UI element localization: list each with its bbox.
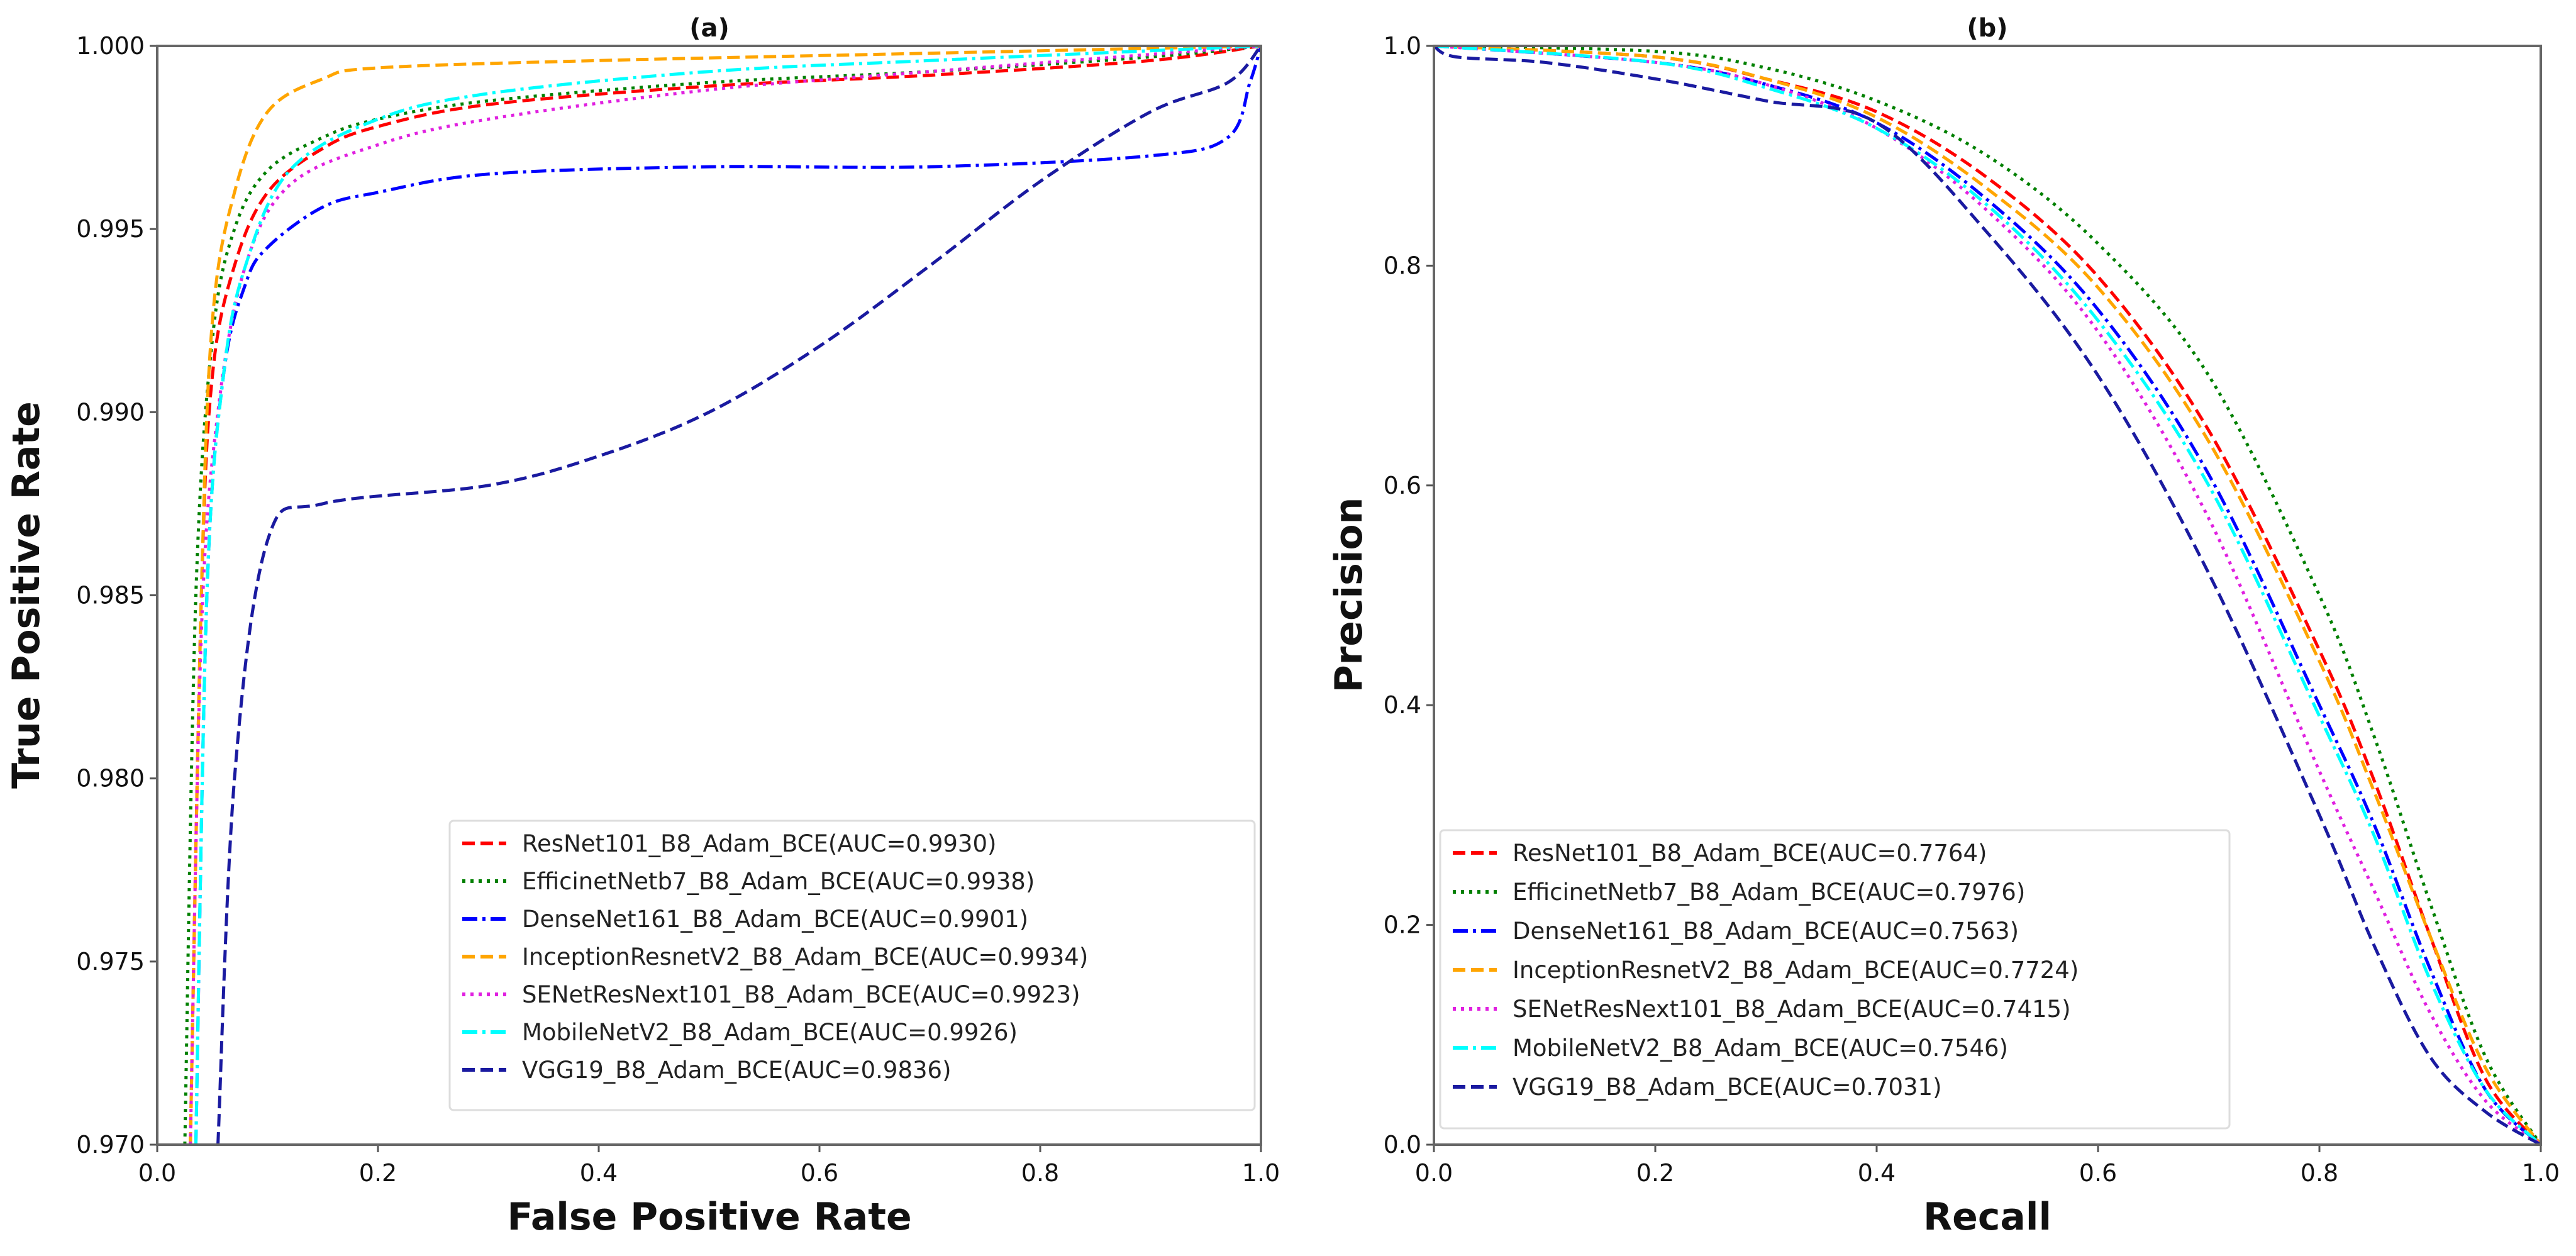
pr-panel: (b) Recall Precision 0.0 0.2 0.4 0.6 0.8 1.0 0… (1327, 14, 2560, 1239)
x-tick-label: 1.0 (1242, 1159, 1280, 1187)
legend-label: SENetResNext101_B8_Adam_BCE(AUC=0.7415) (1513, 996, 2071, 1023)
y-tick-label: 1.0 (1384, 32, 1421, 60)
roc-y-label: True Positive Rate (4, 401, 48, 789)
series-lines (183, 46, 1261, 1145)
legend-label: ResNet101_B8_Adam_BCE(AUC=0.7764) (1513, 840, 1987, 867)
y-tick-label: 0.980 (76, 765, 145, 792)
legend-label: EfficinetNetb7_B8_Adam_BCE(AUC=0.9938) (522, 868, 1035, 895)
legend-label: DenseNet161_B8_Adam_BCE(AUC=0.7563) (1513, 918, 2019, 945)
legend: ResNet101_B8_Adam_BCE(AUC=0.9930) Efficin… (448, 820, 1256, 1111)
y-tick-label: 0.995 (76, 215, 145, 243)
legend-label: InceptionResnetV2_B8_Adam_BCE(AUC=0.7724… (1513, 957, 2079, 984)
legend-label: SENetResNext101_B8_Adam_BCE(AUC=0.9923) (522, 981, 1080, 1008)
legend-label: DenseNet161_B8_Adam_BCE(AUC=0.9901) (522, 906, 1028, 933)
series-line-4 (189, 46, 1261, 1145)
legend-label: EfficinetNetb7_B8_Adam_BCE(AUC=0.7976) (1513, 879, 2025, 906)
series-line-3 (1434, 46, 2541, 1145)
x-tick-label: 0.6 (2079, 1159, 2117, 1187)
pr-title: (b) (1967, 14, 2007, 43)
series-line-1 (1434, 46, 2541, 1145)
x-tick-label: 0.6 (801, 1159, 838, 1187)
series-line-6 (216, 46, 1261, 1145)
legend-label: MobileNetV2_B8_Adam_BCE(AUC=0.7546) (1513, 1035, 2008, 1062)
y-tick-label: 0.970 (76, 1131, 145, 1159)
y-tick-label: 0.985 (76, 582, 145, 609)
series-line-4 (1434, 46, 2541, 1145)
legend-label: VGG19_B8_Adam_BCE(AUC=0.9836) (522, 1057, 952, 1084)
legend-label: InceptionResnetV2_B8_Adam_BCE(AUC=0.9934… (522, 943, 1088, 970)
legend: ResNet101_B8_Adam_BCE(AUC=0.7764) Efficin… (1439, 829, 2231, 1130)
roc-x-label: False Positive Rate (507, 1195, 911, 1239)
y-tick-label: 0.990 (76, 398, 145, 426)
x-tick-label: 0.4 (1858, 1159, 1896, 1187)
series-lines (1434, 46, 2541, 1145)
x-tick-label: 0.2 (359, 1159, 397, 1187)
roc-title: (a) (689, 14, 730, 43)
pr-x-label: Recall (1923, 1195, 2051, 1239)
x-tick-label: 0.2 (1636, 1159, 1674, 1187)
roc-panel: (a) False Positive Rate True Positive Ra… (4, 14, 1280, 1239)
x-tick-label: 1.0 (2522, 1159, 2560, 1187)
y-tick-label: 0.975 (76, 948, 145, 975)
y-tick-label: 0.2 (1384, 911, 1421, 939)
series-line-3 (189, 46, 1261, 1145)
pr-y-label: Precision (1327, 497, 1371, 693)
x-tick-label: 0.4 (580, 1159, 618, 1187)
series-line-1 (183, 46, 1261, 1145)
y-tick-label: 0.6 (1384, 472, 1421, 499)
x-tick-label: 0.0 (138, 1159, 176, 1187)
y-tick-label: 0.4 (1384, 691, 1421, 719)
plot-frame (1433, 45, 2542, 1146)
legend-label: VGG19_B8_Adam_BCE(AUC=0.7031) (1513, 1074, 1942, 1101)
legend-label: MobileNetV2_B8_Adam_BCE(AUC=0.9926) (522, 1019, 1018, 1046)
x-tick-label: 0.8 (2301, 1159, 2338, 1187)
series-line-5 (194, 46, 1261, 1145)
x-tick-label: 0.8 (1021, 1159, 1059, 1187)
plot-frame (156, 45, 1262, 1146)
y-tick-label: 0.0 (1384, 1131, 1421, 1159)
series-line-6 (1434, 46, 2541, 1145)
y-tick-label: 1.000 (76, 32, 145, 60)
series-line-5 (1434, 46, 2541, 1145)
legend-label: ResNet101_B8_Adam_BCE(AUC=0.9930) (522, 830, 996, 857)
y-tick-label: 0.8 (1384, 252, 1421, 279)
x-tick-label: 0.0 (1415, 1159, 1453, 1187)
